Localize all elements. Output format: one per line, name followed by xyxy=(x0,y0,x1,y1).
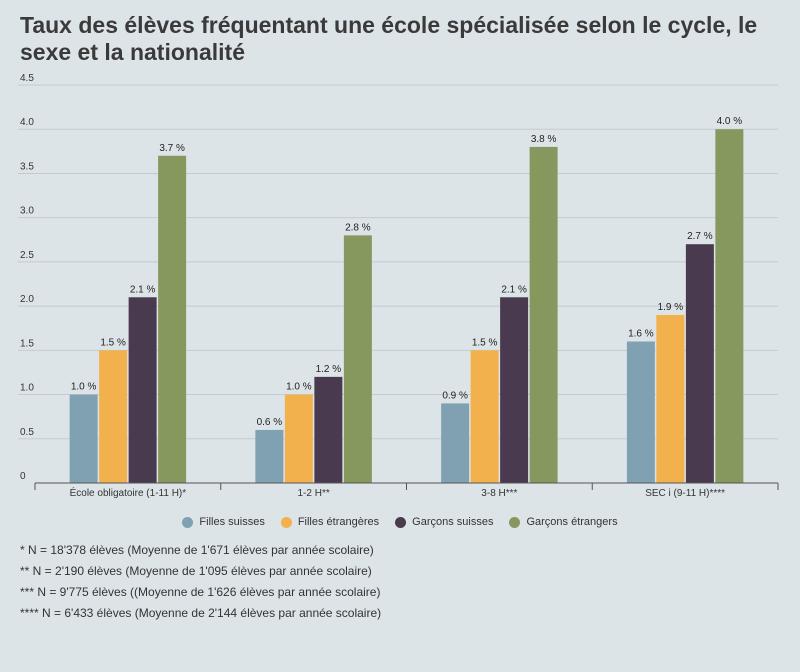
legend-swatch-icon xyxy=(182,516,194,528)
bar xyxy=(314,376,343,483)
bar-value-label: 2.1 % xyxy=(130,284,156,295)
y-tick-label: 3.0 xyxy=(20,206,34,217)
bar xyxy=(158,155,187,483)
bars: 1.0 % 1.5 % 2.1 % 3.7 % 0.6 % 1.0 % 1.2 % 2.8 %… xyxy=(69,116,744,483)
footnote: ** N = 2'190 élèves (Moyenne de 1'095 él… xyxy=(20,564,372,578)
bar xyxy=(500,297,529,483)
legend: Filles suisses Filles étrangères Garçons… xyxy=(0,516,800,528)
bar-value-label: 2.7 % xyxy=(687,231,713,242)
y-tick-label: 2.5 xyxy=(20,250,34,261)
chart-title: Taux des élèves fréquentant une école sp… xyxy=(20,12,758,65)
bar-chart: 0 0.5 1.0 1.5 2.0 2.5 3.0 3.5 4.0 4.5 1.0 % 1.5 % 2… xyxy=(18,73,779,499)
legend-swatch-icon xyxy=(395,516,407,528)
footnote: * N = 18'378 élèves (Moyenne de 1'671 él… xyxy=(20,543,374,557)
bar-value-label: 1.6 % xyxy=(628,328,654,339)
legend-label: Garçons suisses xyxy=(412,516,494,528)
footnote: **** N = 6'433 élèves (Moyenne de 2'144 … xyxy=(20,606,382,620)
x-tick-label: 1-2 H** xyxy=(298,488,330,499)
bar xyxy=(470,350,499,483)
bar xyxy=(128,297,157,483)
y-tick-label: 1.0 xyxy=(20,383,34,394)
y-tick-label: 4.5 xyxy=(20,73,34,84)
bar-value-label: 0.6 % xyxy=(257,417,283,428)
legend-label: Filles étrangères xyxy=(297,516,380,528)
bar xyxy=(626,341,655,483)
y-tick-label: 1.5 xyxy=(20,338,34,349)
bar xyxy=(284,394,313,483)
x-tick-label: 3-8 H*** xyxy=(481,488,517,499)
bar xyxy=(441,403,470,483)
legend-swatch-icon xyxy=(509,516,521,528)
bar xyxy=(69,394,98,483)
bar-value-label: 2.1 % xyxy=(501,284,527,295)
x-tick-label: SEC i (9-11 H)**** xyxy=(645,488,725,499)
bar xyxy=(99,350,128,483)
bar-value-label: 1.0 % xyxy=(71,382,97,393)
bar-value-label: 3.7 % xyxy=(159,143,185,154)
legend-item-garcons-etrangers[interactable]: Garçons étrangers xyxy=(509,516,618,528)
y-tick-label: 0.5 xyxy=(20,427,34,438)
legend-swatch-icon xyxy=(280,516,292,528)
x-axis: École obligatoire (1-11 H)* 1-2 H** 3-8 H*… xyxy=(34,482,779,499)
bar xyxy=(343,235,372,483)
y-tick-label: 0 xyxy=(20,471,26,482)
bar xyxy=(255,429,284,483)
bar-value-label: 0.9 % xyxy=(442,390,468,401)
bar-value-label: 1.5 % xyxy=(472,337,498,348)
legend-label: Filles suisses xyxy=(199,516,265,528)
bar-value-label: 1.5 % xyxy=(100,337,126,348)
bar-value-label: 2.8 % xyxy=(345,222,371,233)
legend-item-filles-etrangeres[interactable]: Filles étrangères xyxy=(280,516,380,528)
footnote: *** N = 9'775 élèves ((Moyenne de 1'626 … xyxy=(20,585,381,599)
bar-value-label: 1.2 % xyxy=(316,364,342,375)
bar xyxy=(685,244,714,483)
y-tick-label: 3.5 xyxy=(20,161,34,172)
footnotes: * N = 18'378 élèves (Moyenne de 1'671 él… xyxy=(20,543,381,627)
x-tick-label: École obligatoire (1-11 H)* xyxy=(70,486,187,499)
bar-value-label: 1.0 % xyxy=(286,382,312,393)
legend-label: Garçons étrangers xyxy=(526,516,618,528)
bar-value-label: 3.8 % xyxy=(531,134,557,145)
bar-value-label: 4.0 % xyxy=(717,116,743,127)
bar xyxy=(656,314,685,483)
bar xyxy=(529,146,558,483)
y-tick-label: 4.0 xyxy=(20,117,34,128)
legend-item-filles-suisses[interactable]: Filles suisses xyxy=(182,516,265,528)
legend-item-garcons-suisses[interactable]: Garçons suisses xyxy=(395,516,493,528)
y-tick-label: 2.0 xyxy=(20,294,34,305)
bar xyxy=(715,129,744,483)
bar-value-label: 1.9 % xyxy=(658,302,684,313)
